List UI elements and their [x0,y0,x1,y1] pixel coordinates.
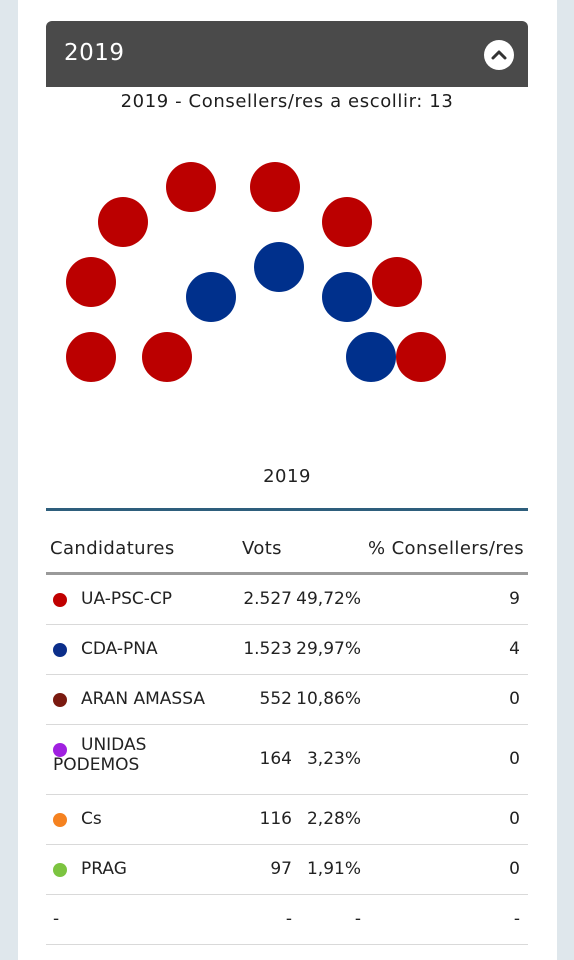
table-row: PRAG 97 1,91% 0 [46,845,528,895]
accordion-header[interactable]: 2019 [46,21,528,87]
party-name: CDA-PNA [81,639,158,659]
seats-cell: 0 [509,749,520,769]
seat-cda-pna [186,272,236,322]
seat-ua-psc-cp [396,332,446,382]
percent-cell: 1,91% [306,859,361,879]
seat-cda-pna [254,242,304,292]
percent-cell: - [354,909,361,929]
seats-cell: 0 [509,809,520,829]
seat-ua-psc-cp [66,257,116,307]
results-table-header: Candidatures Vots % Consellers/res [46,538,528,564]
percent-cell: 3,23% [306,749,361,769]
seat-ua-psc-cp [372,257,422,307]
header-candidatures: Candidatures [50,538,175,559]
results-card [18,0,557,960]
party-name: UNIDAS PODEMOS [53,735,147,775]
chart-caption: 2019 [263,466,311,487]
seat-ua-psc-cp [98,197,148,247]
party-color-dot-icon [53,643,67,657]
votes-cell: 552 [259,689,292,709]
party-name: Cs [81,809,102,829]
seat-cda-pna [322,272,372,322]
seats-to-elect-title: 2019 - Consellers/res a escollir: 13 [120,91,454,112]
seats-cell: - [513,909,520,929]
party-color-dot-icon [53,593,67,607]
party-name: ARAN AMASSA [81,689,205,709]
seat-ua-psc-cp [250,162,300,212]
party-name: - [53,909,60,929]
chevron-up-icon[interactable] [484,40,514,70]
seat-ua-psc-cp [66,332,116,382]
votes-cell: 97 [270,859,292,879]
seats-cell: 9 [509,589,520,609]
header-votes: Vots [242,538,282,559]
party-name: PRAG [81,859,127,879]
results-table-body: UA-PSC-CP 2.527 49,72% 9 CDA-PNA 1.523 29,97% 4… [46,575,528,945]
votes-cell: 116 [259,809,292,829]
seat-ua-psc-cp [142,332,192,382]
party-color-dot-icon [53,693,67,707]
seat-ua-psc-cp [166,162,216,212]
header-underline [46,572,528,575]
table-row: UA-PSC-CP 2.527 49,72% 9 [46,575,528,625]
table-row: ---- [46,895,528,945]
votes-cell: 2.527 [243,589,292,609]
votes-cell: 164 [259,749,292,769]
seat-ua-psc-cp [322,197,372,247]
votes-cell: - [285,909,292,929]
party-color-dot-icon [53,743,67,757]
hemicycle-chart [66,162,446,382]
seats-cell: 0 [509,859,520,879]
table-row: Cs 116 2,28% 0 [46,795,528,845]
party-color-dot-icon [53,813,67,827]
percent-cell: 2,28% [306,809,361,829]
seats-cell: 4 [509,639,520,659]
seats-cell: 0 [509,689,520,709]
party-color-dot-icon [53,863,67,877]
percent-cell: 49,72% [296,589,361,609]
accordion-title: 2019 [64,40,125,66]
party-name: UA-PSC-CP [81,589,173,609]
section-divider [46,508,528,511]
table-row: UNIDAS PODEMOS 164 3,23% 0 [46,725,528,795]
seat-cda-pna [346,332,396,382]
table-row: CDA-PNA 1.523 29,97% 4 [46,625,528,675]
header-pct-seats: % Consellers/res [367,538,524,559]
percent-cell: 10,86% [296,689,361,709]
table-row: ARAN AMASSA 552 10,86% 0 [46,675,528,725]
votes-cell: 1.523 [243,639,292,659]
percent-cell: 29,97% [296,639,361,659]
